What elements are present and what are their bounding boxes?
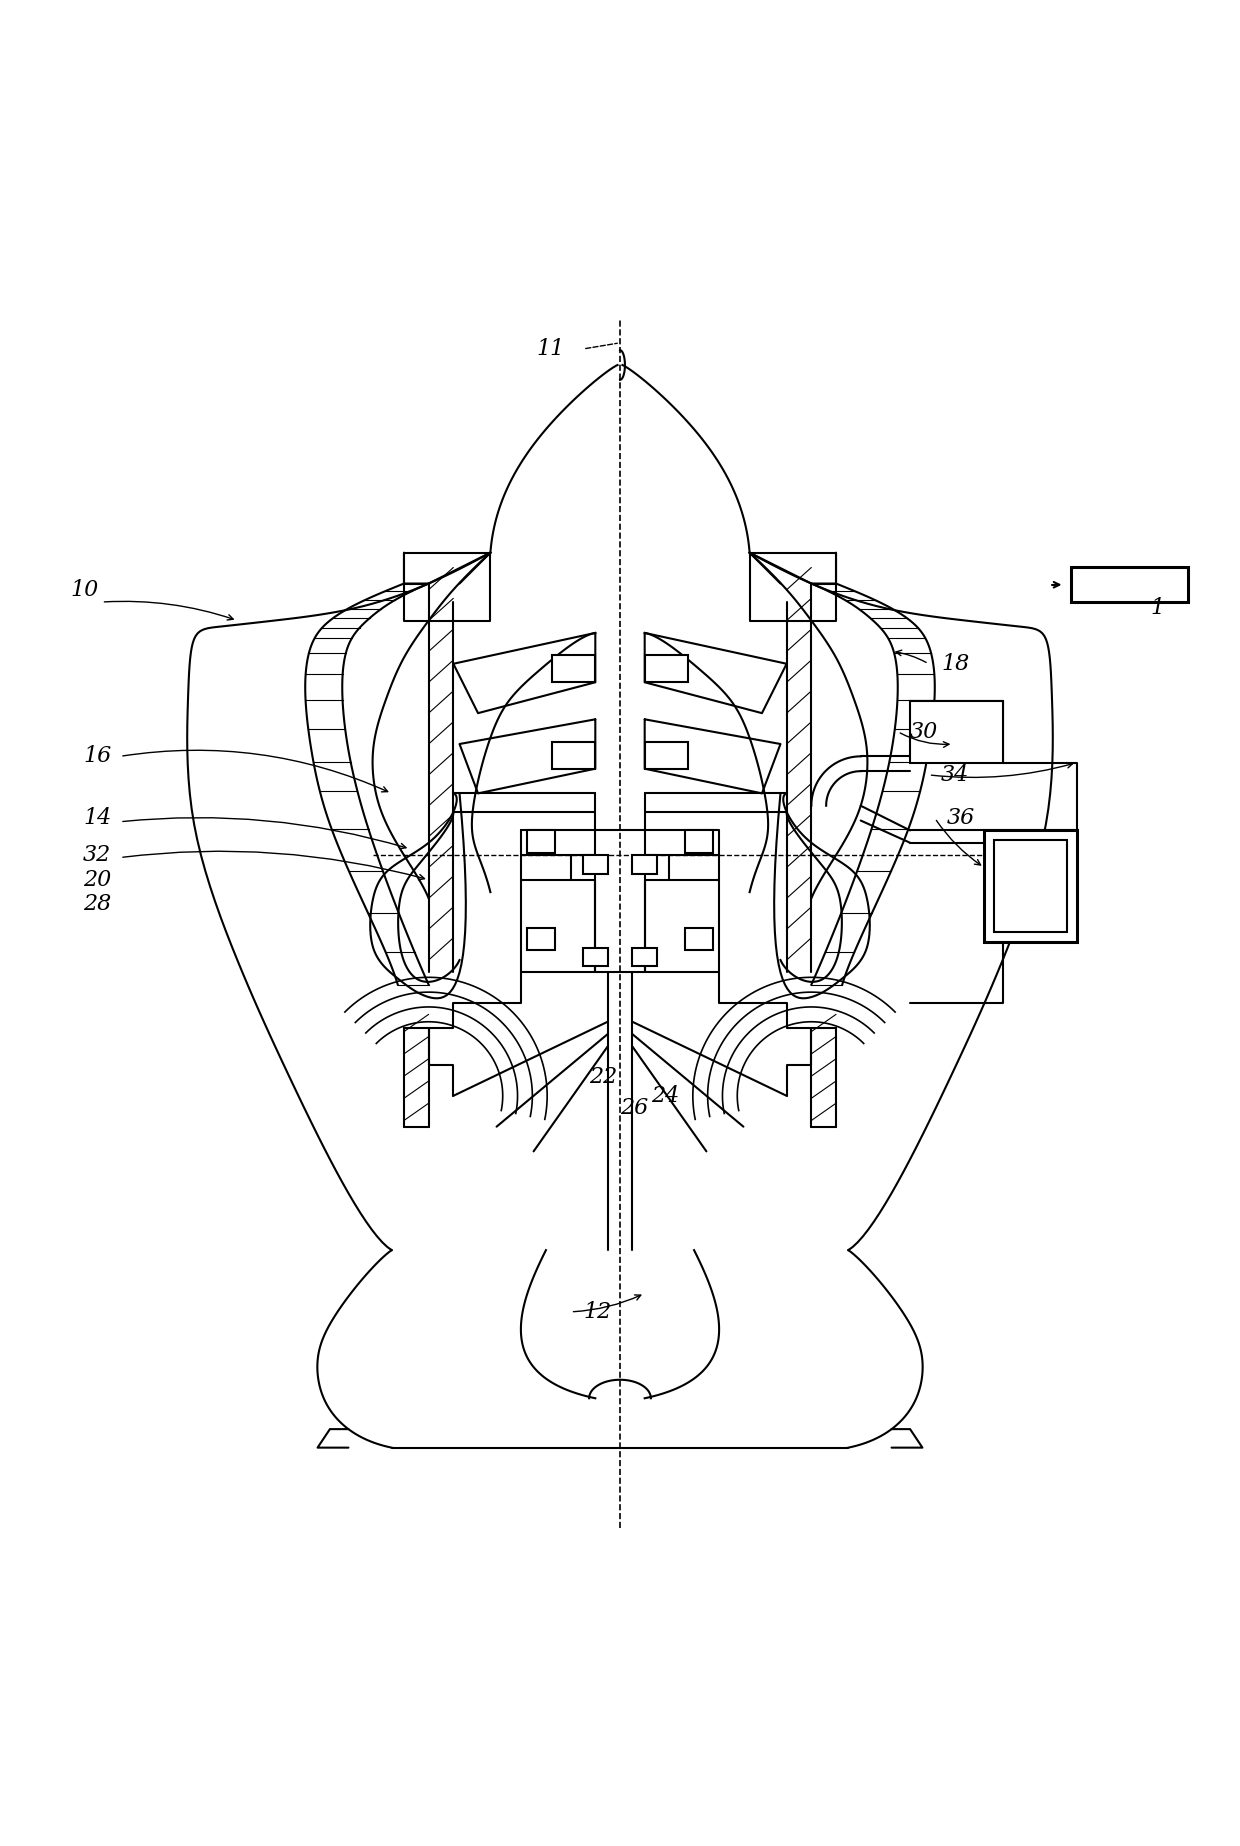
Text: 30: 30 [910, 720, 939, 742]
Text: 22: 22 [589, 1067, 618, 1089]
Bar [686, 929, 713, 951]
Bar [552, 655, 595, 683]
Bar [632, 947, 657, 965]
Bar [994, 840, 1066, 932]
Text: 11: 11 [536, 338, 564, 360]
Bar [910, 701, 1003, 762]
Text: 24: 24 [651, 1085, 680, 1108]
Bar [645, 742, 688, 768]
Text: 16: 16 [83, 746, 112, 768]
Bar [583, 855, 608, 873]
Bar [1070, 567, 1188, 602]
Text: 32: 32 [83, 844, 112, 866]
Text: 36: 36 [947, 807, 976, 829]
Text: 12: 12 [583, 1301, 611, 1324]
Bar [632, 855, 657, 873]
Text: 26: 26 [620, 1097, 649, 1119]
Bar [985, 831, 1076, 941]
Bar [583, 947, 608, 965]
Bar [552, 742, 595, 768]
Bar [527, 831, 554, 853]
Bar [527, 929, 554, 951]
Text: 1: 1 [1151, 598, 1164, 618]
Bar [645, 655, 688, 683]
Text: 34: 34 [941, 764, 970, 786]
Bar [686, 831, 713, 853]
Text: 18: 18 [941, 653, 970, 676]
Text: 10: 10 [71, 578, 99, 600]
Text: 14: 14 [83, 807, 112, 829]
Text: 20: 20 [83, 869, 112, 892]
Text: 28: 28 [83, 893, 112, 916]
